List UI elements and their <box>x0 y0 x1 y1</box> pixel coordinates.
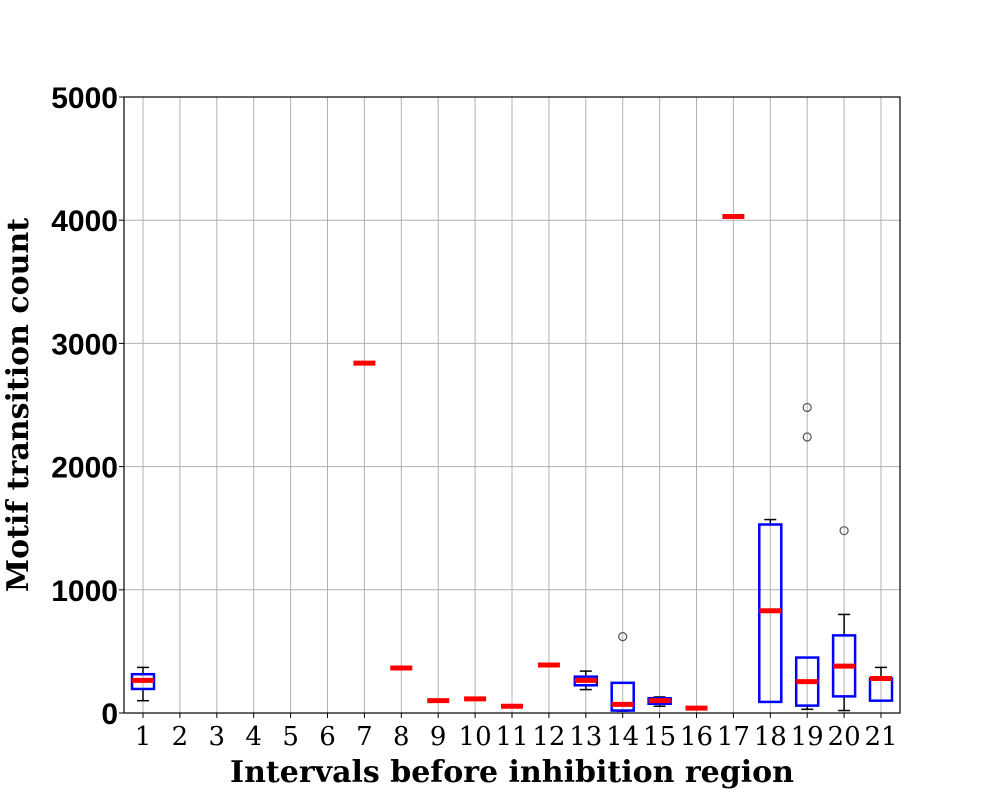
x-tick-label: 6 <box>319 722 336 752</box>
outlier-point <box>839 526 849 536</box>
x-tick-label: 7 <box>356 722 373 752</box>
x-tick-label: 12 <box>532 722 565 752</box>
x-tick-label: 18 <box>754 722 787 752</box>
x-axis-ticks: 1 2 3 4 5 6 7 8 9 10 11 12 13 14 15 16 17 18 19 20 21 <box>135 713 898 752</box>
y-tick-label: 0 <box>101 698 118 731</box>
y-tick-label: 2000 <box>51 452 118 485</box>
y-axis-title: Motif transition count <box>1 218 36 592</box>
x-tick-label: 1 <box>135 722 152 752</box>
box-1 <box>130 666 156 702</box>
x-tick-label: 9 <box>430 722 447 752</box>
y-tick-label: 1000 <box>51 575 118 608</box>
x-tick-label: 2 <box>172 722 189 752</box>
box-15 <box>647 696 672 707</box>
y-tick-label: 5000 <box>51 82 118 115</box>
box-21 <box>868 666 894 702</box>
outlier-point <box>618 632 628 642</box>
y-tick-label: 4000 <box>51 205 118 238</box>
x-tick-label: 3 <box>209 722 226 752</box>
x-tick-label: 5 <box>282 722 299 752</box>
box-13 <box>573 670 599 691</box>
y-tick-label: 3000 <box>51 328 118 361</box>
box-rect <box>610 681 635 712</box>
y-axis-ticks: 0 1000 2000 3000 4000 5000 <box>51 82 124 731</box>
x-tick-label: 16 <box>680 722 713 752</box>
x-tick-label: 10 <box>459 722 492 752</box>
grid <box>124 96 900 714</box>
box-18 <box>758 518 783 704</box>
box-20 <box>831 526 857 712</box>
box-series <box>130 214 894 712</box>
x-tick-label: 17 <box>717 722 750 752</box>
x-tick-label: 20 <box>828 722 861 752</box>
box-14 <box>610 632 635 712</box>
x-axis-title: Intervals before inhibition region <box>230 755 794 790</box>
outlier-point <box>802 402 812 413</box>
x-tick-label: 19 <box>791 722 824 752</box>
box-19 <box>794 402 820 711</box>
x-tick-label: 8 <box>393 722 410 752</box>
x-tick-label: 13 <box>569 722 602 752</box>
outlier-point <box>802 432 812 442</box>
x-tick-label: 21 <box>864 722 897 752</box>
x-tick-label: 14 <box>606 722 639 752</box>
x-tick-label: 4 <box>245 722 262 752</box>
x-tick-label: 15 <box>643 722 676 752</box>
x-tick-label: 11 <box>495 722 528 752</box>
